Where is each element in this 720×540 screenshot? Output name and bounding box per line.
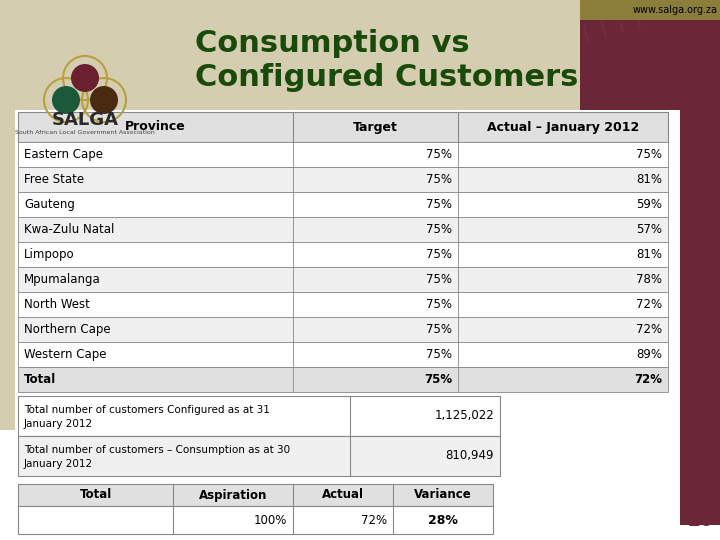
Bar <box>0 0 580 20</box>
Bar <box>18 436 500 476</box>
Bar <box>580 0 720 20</box>
Text: 72%: 72% <box>636 323 662 336</box>
Text: 59%: 59% <box>636 198 662 211</box>
Text: January 2012: January 2012 <box>24 419 93 429</box>
Text: Gauteng: Gauteng <box>24 198 75 211</box>
Text: 75%: 75% <box>426 223 452 236</box>
Text: 75%: 75% <box>424 373 452 386</box>
Text: Total: Total <box>24 373 56 386</box>
Text: Total number of customers Configured as at 31: Total number of customers Configured as … <box>24 405 270 415</box>
Text: 78%: 78% <box>636 273 662 286</box>
Text: Kwa-Zulu Natal: Kwa-Zulu Natal <box>24 223 114 236</box>
Text: Eastern Cape: Eastern Cape <box>24 148 103 161</box>
Text: Consumption vs: Consumption vs <box>195 29 469 57</box>
Text: 72%: 72% <box>634 373 662 386</box>
Text: Aspiration: Aspiration <box>199 489 267 502</box>
Text: 75%: 75% <box>636 148 662 161</box>
Text: Western Cape: Western Cape <box>24 348 107 361</box>
Circle shape <box>52 86 80 114</box>
Text: 81%: 81% <box>636 173 662 186</box>
Bar <box>18 484 493 506</box>
Bar <box>18 112 668 142</box>
Text: SALGA: SALGA <box>52 111 119 129</box>
Text: 75%: 75% <box>426 148 452 161</box>
Text: Total: Total <box>79 489 112 502</box>
Text: 75%: 75% <box>426 298 452 311</box>
Text: Variance: Variance <box>414 489 472 502</box>
Text: 28%: 28% <box>428 514 458 526</box>
Text: www.salga.org.za: www.salga.org.za <box>633 5 718 15</box>
Text: 75%: 75% <box>426 198 452 211</box>
Bar <box>18 217 668 242</box>
Text: Total number of customers – Consumption as at 30: Total number of customers – Consumption … <box>24 445 290 455</box>
Text: 72%: 72% <box>636 298 662 311</box>
Text: 810,949: 810,949 <box>446 449 494 462</box>
Text: 89%: 89% <box>636 348 662 361</box>
Text: Target: Target <box>353 120 398 133</box>
Bar <box>18 396 500 436</box>
Bar <box>18 367 668 392</box>
Bar <box>18 292 668 317</box>
Text: 75%: 75% <box>426 348 452 361</box>
Bar <box>18 342 668 367</box>
Bar <box>18 242 668 267</box>
Text: 75%: 75% <box>426 248 452 261</box>
Bar <box>15 110 680 530</box>
Text: Actual – January 2012: Actual – January 2012 <box>487 120 639 133</box>
Text: Limpopo: Limpopo <box>24 248 75 261</box>
Text: Configured Customers: Configured Customers <box>195 64 578 92</box>
Text: 57%: 57% <box>636 223 662 236</box>
Text: 75%: 75% <box>426 173 452 186</box>
Text: 75%: 75% <box>426 273 452 286</box>
Text: 81%: 81% <box>636 248 662 261</box>
Text: 1,125,022: 1,125,022 <box>434 409 494 422</box>
Text: January 2012: January 2012 <box>24 459 93 469</box>
Text: 10: 10 <box>686 510 714 530</box>
Bar <box>18 267 668 292</box>
Text: North West: North West <box>24 298 90 311</box>
Text: Northern Cape: Northern Cape <box>24 323 111 336</box>
Text: South African Local Government Association: South African Local Government Associati… <box>15 131 155 136</box>
Bar <box>580 20 720 525</box>
Bar <box>18 142 668 167</box>
Text: Mpumalanga: Mpumalanga <box>24 273 101 286</box>
Bar <box>18 506 493 534</box>
Circle shape <box>90 86 118 114</box>
Bar <box>18 167 668 192</box>
Bar <box>18 192 668 217</box>
Text: 75%: 75% <box>426 323 452 336</box>
Bar <box>0 20 600 430</box>
Text: Free State: Free State <box>24 173 84 186</box>
Text: 100%: 100% <box>253 514 287 526</box>
Text: Actual: Actual <box>322 489 364 502</box>
Text: Province: Province <box>125 120 186 133</box>
Circle shape <box>71 64 99 92</box>
Text: 72%: 72% <box>361 514 387 526</box>
Bar <box>18 317 668 342</box>
